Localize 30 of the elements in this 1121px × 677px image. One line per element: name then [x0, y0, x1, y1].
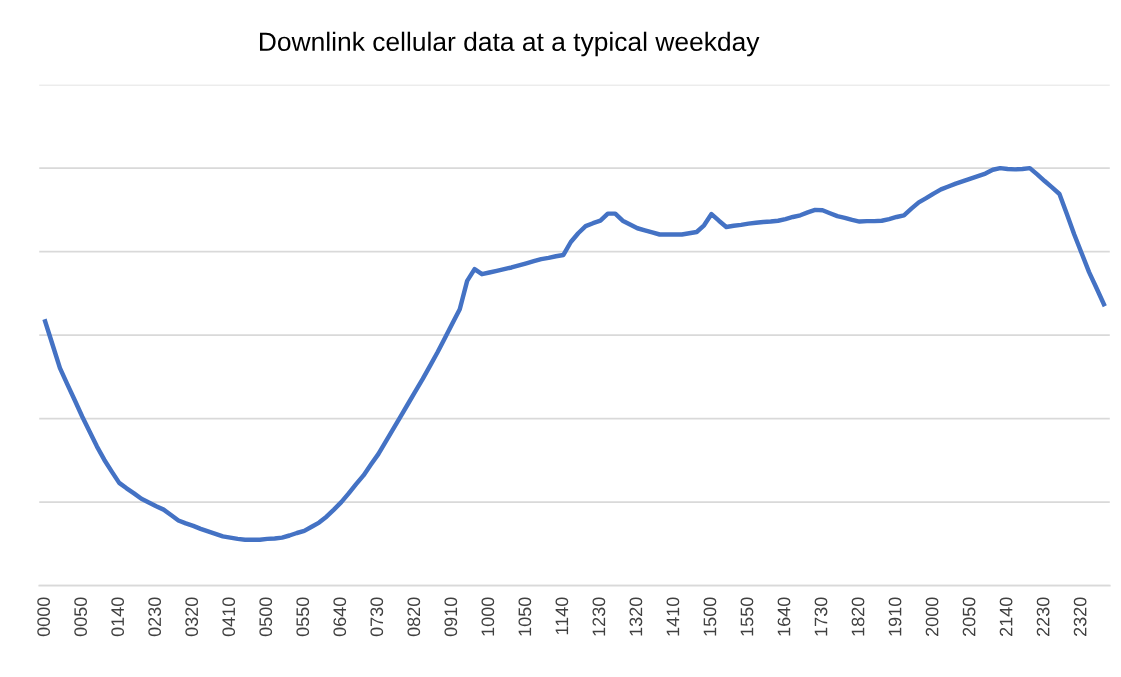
x-tick-label: 1820 [851, 597, 865, 636]
x-tick-label: 1410 [666, 597, 680, 636]
x-tick-label: 2140 [999, 597, 1013, 636]
x-tick-label: 0050 [74, 597, 88, 637]
x-tick-label: 2050 [962, 597, 976, 636]
x-tick-label: 2230 [1036, 597, 1050, 636]
x-tick-label: 0730 [370, 597, 384, 637]
x-tick-label: 1910 [888, 597, 902, 636]
x-tick-label: 0000 [37, 597, 50, 637]
x-tick-label: 1500 [703, 597, 717, 636]
x-tick-label: 0550 [296, 597, 310, 637]
x-tick-label: 0320 [185, 597, 199, 637]
x-tick-label: 2000 [925, 597, 939, 636]
x-tick-label: 1230 [592, 597, 606, 636]
x-tick-label: 0820 [407, 597, 421, 637]
x-tick-label: 2320 [1073, 597, 1087, 636]
x-tick-label: 0410 [222, 597, 236, 637]
x-tick-label: 0910 [444, 597, 458, 637]
x-tick-label: 1320 [629, 597, 643, 636]
x-tick-label: 0230 [148, 597, 162, 637]
x-tick-label: 0640 [333, 597, 347, 637]
chart-title: Downlink cellular data at a typical weekday [259, 31, 760, 57]
x-tick-label: 0500 [259, 597, 273, 637]
x-tick-label: 1050 [518, 597, 532, 636]
x-tick-label: 1550 [740, 597, 754, 636]
x-tick-label: 0140 [111, 597, 125, 637]
x-tick-label: 1730 [814, 597, 828, 636]
x-tick-label: 1140 [555, 597, 569, 635]
x-tick-label: 1640 [777, 597, 791, 636]
x-tick-label: 1000 [481, 597, 495, 636]
